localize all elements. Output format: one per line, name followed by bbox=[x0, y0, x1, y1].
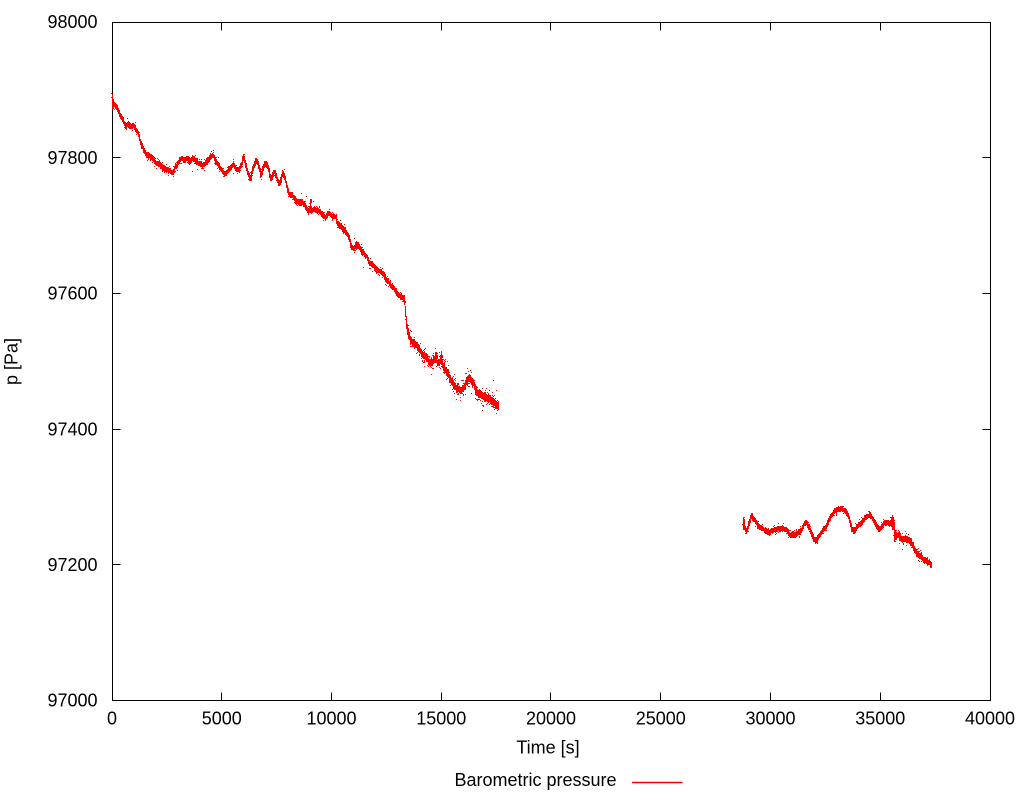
svg-text:97000: 97000 bbox=[47, 691, 97, 711]
svg-text:5000: 5000 bbox=[202, 709, 242, 729]
svg-text:15000: 15000 bbox=[416, 709, 466, 729]
svg-text:25000: 25000 bbox=[636, 709, 686, 729]
svg-text:40000: 40000 bbox=[965, 709, 1015, 729]
svg-text:10000: 10000 bbox=[306, 709, 356, 729]
svg-text:20000: 20000 bbox=[526, 709, 576, 729]
svg-text:97200: 97200 bbox=[47, 555, 97, 575]
svg-text:0: 0 bbox=[107, 709, 117, 729]
svg-text:30000: 30000 bbox=[745, 709, 795, 729]
svg-text:98000: 98000 bbox=[47, 12, 97, 32]
svg-text:Barometric pressure: Barometric pressure bbox=[454, 770, 616, 790]
svg-text:97800: 97800 bbox=[47, 148, 97, 168]
svg-text:p [Pa]: p [Pa] bbox=[2, 338, 22, 385]
svg-text:Time [s]: Time [s] bbox=[516, 738, 579, 758]
svg-text:97400: 97400 bbox=[47, 419, 97, 439]
svg-text:35000: 35000 bbox=[855, 709, 905, 729]
svg-text:97600: 97600 bbox=[47, 284, 97, 304]
